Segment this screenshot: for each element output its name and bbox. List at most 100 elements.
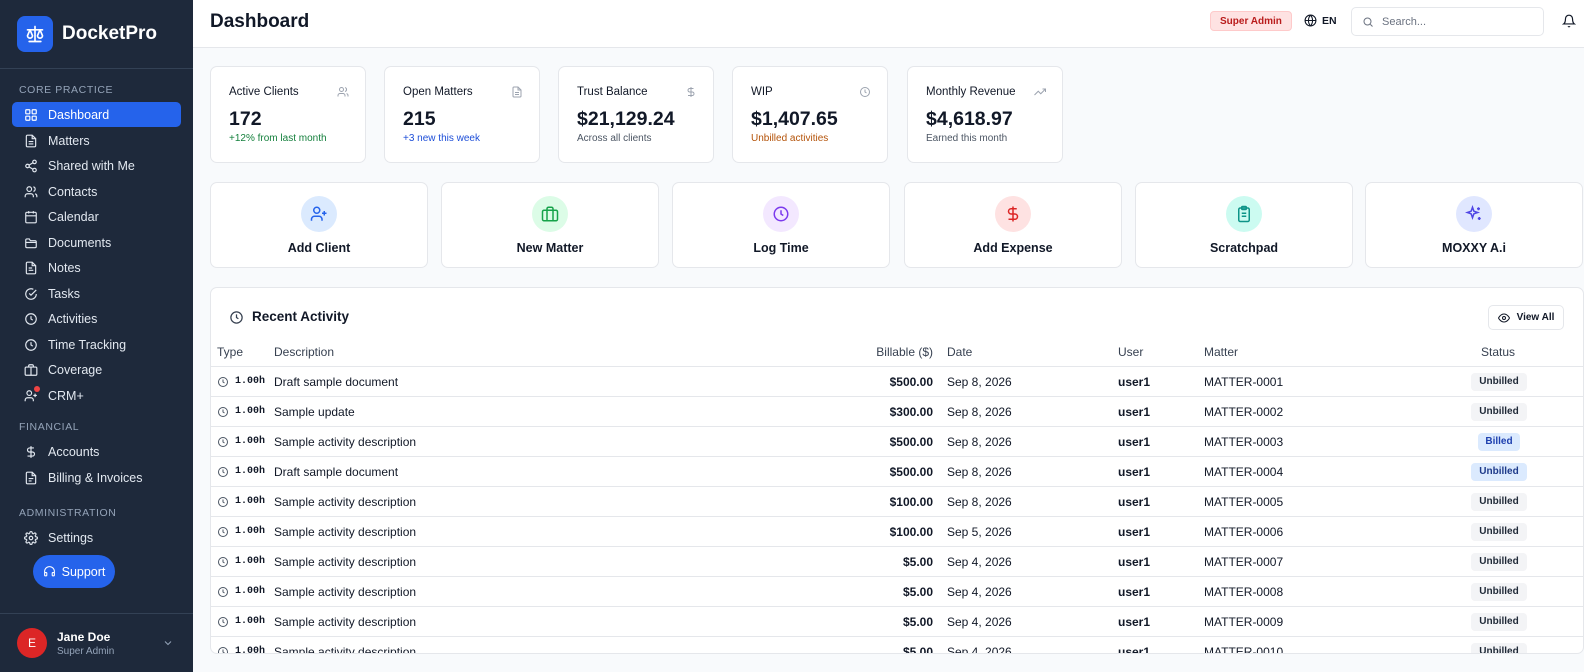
- sparkles-icon: [1456, 196, 1492, 232]
- clock-icon: [763, 196, 799, 232]
- section-label-core: CORE PRACTICE: [19, 84, 114, 96]
- column-header-billable: Billable ($): [876, 345, 933, 359]
- description: Sample activity description: [274, 585, 417, 599]
- billable-amount: $500.00: [889, 375, 933, 389]
- billable-amount: $5.00: [902, 555, 933, 569]
- sidebar-item-label: Accounts: [48, 444, 100, 459]
- sidebar-item-label: Coverage: [48, 362, 103, 377]
- table-row[interactable]: 1.00h Sample update $300.00 Sep 8, 2026 user…: [211, 396, 1583, 426]
- scales-icon: [17, 16, 53, 52]
- table-row[interactable]: 1.00h Draft sample document $500.00 Sep 8, …: [211, 456, 1583, 486]
- table-row[interactable]: 1.00h Sample activity description $500.00 S…: [211, 426, 1583, 456]
- search-input[interactable]: [1382, 15, 1532, 28]
- stat-card-wip: WIP $1,407.65 Unbilled activities: [732, 66, 888, 163]
- notes-icon: [25, 261, 37, 274]
- language-selector[interactable]: EN: [1304, 14, 1337, 27]
- sidebar-item-time-tracking[interactable]: Time Tracking: [12, 332, 181, 357]
- table-row[interactable]: 1.00h Sample activity description $5.00 Sep…: [211, 636, 1583, 654]
- bell-icon[interactable]: [1562, 14, 1576, 28]
- stat-value: 215: [403, 108, 436, 130]
- sidebar-item-activities[interactable]: Activities: [12, 306, 181, 331]
- user-name: Jane Doe: [57, 629, 111, 644]
- sidebar-item-contacts[interactable]: Contacts: [12, 179, 181, 204]
- clock-icon: [217, 496, 229, 508]
- users-icon: [24, 185, 38, 197]
- column-header-user: User: [1118, 345, 1144, 359]
- table-row[interactable]: 1.00h Sample activity description $5.00 Sep…: [211, 546, 1583, 576]
- user: user1: [1118, 525, 1151, 539]
- table-row[interactable]: 1.00h Sample activity description $5.00 Sep…: [211, 576, 1583, 606]
- dollar-icon: [995, 196, 1031, 232]
- matter: MATTER-0001: [1204, 375, 1284, 389]
- sidebar-item-label: Dashboard: [48, 107, 110, 122]
- sidebar-item-shared[interactable]: Shared with Me: [12, 153, 181, 178]
- billable-amount: $100.00: [889, 525, 933, 539]
- matter: MATTER-0002: [1204, 405, 1284, 419]
- dollar-icon: [26, 445, 36, 458]
- clock-icon: [217, 616, 229, 628]
- folder-icon: [25, 237, 37, 248]
- quick-action-label: Add Client: [287, 241, 351, 255]
- stat-card-trust-balance: Trust Balance $21,129.24 Across all clie…: [558, 66, 714, 163]
- support-label: Support: [61, 564, 106, 579]
- user: user1: [1118, 615, 1151, 629]
- description: Sample activity description: [274, 525, 417, 539]
- sidebar-item-label: Time Tracking: [48, 337, 127, 352]
- user-role: Super Admin: [57, 645, 115, 657]
- quick-action-moxxy-ai[interactable]: MOXXY A.i: [1365, 182, 1583, 268]
- date: Sep 4, 2026: [947, 645, 1012, 654]
- sidebar-item-documents[interactable]: Documents: [12, 230, 181, 255]
- search-icon: [1363, 17, 1373, 27]
- chevron-down-icon[interactable]: [162, 637, 174, 649]
- eye-icon: [1497, 312, 1510, 323]
- quick-action-label: Log Time: [753, 241, 809, 255]
- stat-label: Monthly Revenue: [926, 86, 1016, 98]
- sidebar-item-tasks[interactable]: Tasks: [12, 281, 181, 306]
- table-row[interactable]: 1.00h Sample activity description $5.00 Sep…: [211, 606, 1583, 636]
- stat-sub: Unbilled activities: [751, 133, 829, 144]
- invoice-icon: [25, 471, 37, 484]
- table-row[interactable]: 1.00h Sample activity description $100.00 S…: [211, 486, 1583, 516]
- user-menu[interactable]: E Jane Doe Super Admin: [0, 613, 193, 672]
- clock-icon: [217, 436, 229, 448]
- stat-card-monthly-revenue: Monthly Revenue $4,618.97 Earned this mo…: [907, 66, 1063, 163]
- quick-action-new-matter[interactable]: New Matter: [441, 182, 659, 268]
- sidebar-item-label: Billing & Invoices: [48, 470, 143, 485]
- search-box[interactable]: [1351, 7, 1544, 36]
- user-plus-icon: [301, 196, 337, 232]
- support-button[interactable]: Support: [33, 555, 115, 588]
- trending-up-icon: [1034, 88, 1046, 96]
- view-all-button[interactable]: View All: [1488, 305, 1564, 330]
- sidebar-item-accounts[interactable]: Accounts: [12, 439, 181, 464]
- page-title: Dashboard: [210, 11, 310, 32]
- table-row[interactable]: 1.00h Draft sample document $500.00 Sep 8, …: [211, 366, 1583, 396]
- billable-amount: $500.00: [889, 465, 933, 479]
- quick-action-add-expense[interactable]: Add Expense: [904, 182, 1122, 268]
- matter: MATTER-0006: [1204, 525, 1284, 539]
- sidebar-item-notes[interactable]: Notes: [12, 255, 181, 280]
- file-icon: [25, 134, 37, 147]
- hours: 1.00h: [235, 556, 266, 567]
- column-header-description: Description: [274, 345, 335, 359]
- sidebar-item-matters[interactable]: Matters: [12, 128, 181, 153]
- sidebar-item-dashboard[interactable]: Dashboard: [12, 102, 181, 127]
- quick-action-add-client[interactable]: Add Client: [210, 182, 428, 268]
- sidebar-item-billing[interactable]: Billing & Invoices: [12, 465, 181, 490]
- role-badge: Super Admin: [1210, 11, 1292, 31]
- sidebar-item-label: Settings: [48, 530, 94, 545]
- date: Sep 8, 2026: [947, 375, 1012, 389]
- recent-activity-title: Recent Activity: [252, 309, 350, 324]
- billable-amount: $5.00: [902, 585, 933, 599]
- status-badge: Unbilled: [1471, 553, 1527, 571]
- quick-action-log-time[interactable]: Log Time: [672, 182, 890, 268]
- sidebar-item-label: Activities: [48, 311, 98, 326]
- table-row[interactable]: 1.00h Sample activity description $100.00 S…: [211, 516, 1583, 546]
- sidebar-item-settings[interactable]: Settings: [12, 525, 181, 550]
- clock-icon: [25, 312, 37, 325]
- sidebar-item-crm[interactable]: CRM+: [12, 383, 181, 408]
- quick-action-scratchpad[interactable]: Scratchpad: [1135, 182, 1353, 268]
- clock-icon: [230, 311, 243, 324]
- sidebar-item-calendar[interactable]: Calendar: [12, 204, 181, 229]
- brand[interactable]: DocketPro: [0, 0, 193, 69]
- sidebar-item-coverage[interactable]: Coverage: [12, 357, 181, 382]
